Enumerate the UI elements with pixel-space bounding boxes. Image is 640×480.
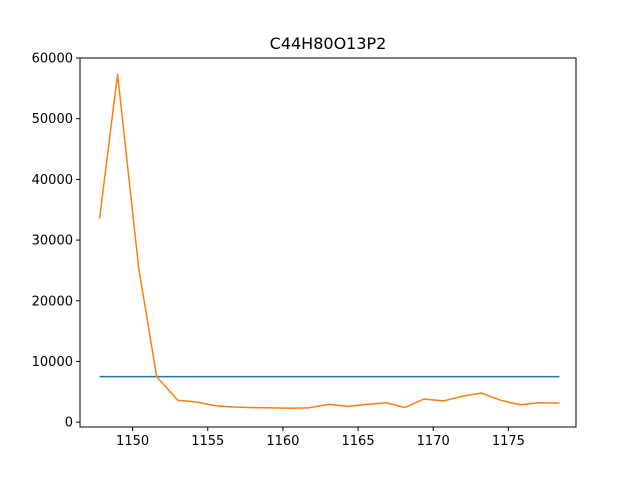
series-line-1 [98, 73, 560, 409]
y-tick-label: 50000 [32, 112, 73, 127]
y-tick-label: 30000 [32, 234, 73, 249]
y-tick-label: 20000 [32, 294, 73, 309]
x-tick-label: 1165 [342, 434, 375, 449]
series-layer [98, 73, 560, 409]
y-tick-label: 60000 [32, 52, 73, 67]
x-tick-label: 1150 [116, 434, 149, 449]
y-tick-label: 10000 [32, 355, 73, 370]
axes-layer: 1150 1155 1160 1165 1170 1175 0 10000 20000 30000… [32, 52, 577, 449]
x-tick-label: 1175 [492, 434, 525, 449]
x-tick-label: 1155 [191, 434, 224, 449]
y-tick-label: 40000 [32, 173, 73, 188]
x-tick-label: 1160 [266, 434, 299, 449]
y-tick-label: 0 [65, 416, 73, 431]
x-tick-label: 1170 [417, 434, 450, 449]
plot-frame [79, 57, 577, 428]
chart-title: C44H80O13P2 [270, 34, 387, 53]
